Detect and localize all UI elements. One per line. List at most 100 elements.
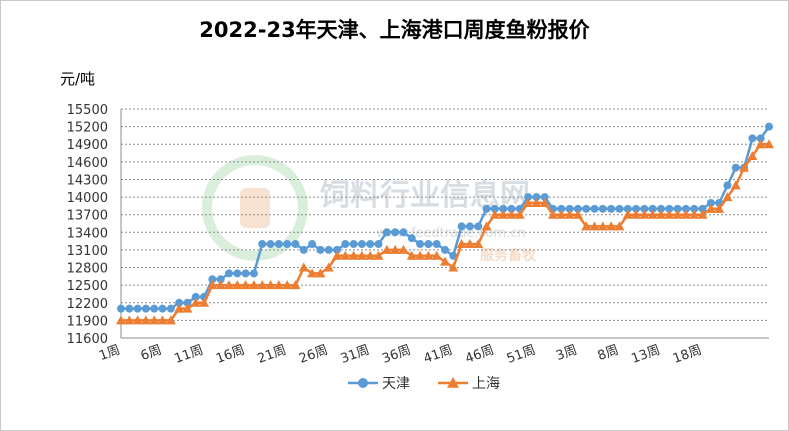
- x-tick-label: 18周: [671, 343, 704, 367]
- data-point: [532, 193, 541, 202]
- x-tick-label: 8周: [596, 343, 621, 364]
- data-point: [756, 134, 765, 143]
- data-point: [564, 209, 575, 219]
- y-tick-label: 12800: [67, 262, 108, 277]
- data-point: [572, 209, 583, 219]
- data-point: [690, 204, 699, 213]
- data-point: [698, 204, 707, 213]
- data-point: [323, 262, 334, 272]
- data-point: [274, 240, 283, 249]
- data-point: [232, 280, 243, 290]
- data-point: [597, 221, 608, 231]
- y-axis-label: 元/吨: [60, 70, 96, 88]
- data-point: [406, 250, 417, 260]
- data-point: [490, 204, 499, 213]
- series-layer: [116, 122, 774, 325]
- data-point: [441, 245, 449, 254]
- data-point: [374, 240, 383, 249]
- x-tick-label: 3周: [554, 343, 579, 364]
- data-point: [656, 209, 666, 219]
- data-point: [349, 240, 358, 249]
- data-point: [165, 315, 176, 325]
- data-point: [581, 221, 592, 231]
- data-point: [290, 280, 301, 290]
- y-tick-label: 13100: [67, 244, 108, 259]
- data-point: [464, 239, 475, 249]
- data-point: [348, 250, 359, 260]
- data-point: [589, 221, 600, 231]
- data-point: [207, 280, 218, 290]
- legend-label-天津: 天津: [382, 376, 410, 392]
- data-point: [332, 250, 342, 260]
- data-point: [258, 240, 267, 249]
- data-point: [157, 315, 168, 325]
- data-point: [573, 204, 582, 213]
- data-point: [531, 197, 542, 207]
- data-point: [457, 222, 466, 231]
- data-point: [523, 197, 534, 207]
- data-point: [316, 245, 325, 254]
- data-point: [482, 204, 491, 213]
- x-tick-label: 6周: [139, 343, 164, 364]
- data-point: [233, 269, 242, 278]
- data-point: [341, 240, 350, 249]
- data-point: [215, 280, 226, 290]
- data-point: [191, 292, 200, 301]
- chart-title: 2022-23年天津、上海港口周度鱼粉报价: [199, 18, 590, 42]
- watermark-logo-mark: [240, 188, 270, 228]
- data-point: [606, 221, 617, 231]
- data-point: [582, 204, 591, 213]
- data-point: [266, 240, 275, 249]
- data-point: [298, 262, 309, 272]
- data-point: [639, 209, 650, 219]
- data-point: [282, 280, 293, 290]
- data-point: [548, 209, 558, 219]
- watermark-logo-icon: [202, 155, 308, 261]
- watermark-line3: 服务畜牧: [480, 247, 537, 264]
- data-point: [140, 315, 151, 325]
- data-point: [423, 250, 434, 260]
- data-point: [755, 139, 766, 149]
- data-point: [149, 315, 160, 325]
- data-point: [697, 209, 708, 219]
- data-point: [373, 250, 384, 260]
- y-tick-label: 14600: [67, 156, 108, 171]
- data-point: [614, 221, 625, 231]
- data-point: [381, 244, 392, 254]
- data-point: [689, 209, 700, 219]
- data-point: [647, 209, 658, 219]
- x-tick-label: 11周: [173, 343, 206, 367]
- data-point: [440, 256, 450, 266]
- data-point: [390, 244, 401, 254]
- data-point: [240, 280, 251, 290]
- data-point: [730, 180, 741, 190]
- data-point: [158, 304, 167, 313]
- y-tick-label: 13700: [67, 209, 108, 224]
- x-tick-label: 46周: [463, 343, 496, 367]
- data-point: [673, 204, 682, 213]
- data-point: [356, 250, 367, 260]
- y-tick-label: 15500: [67, 103, 108, 118]
- data-point: [723, 181, 732, 190]
- legend-marker-天津: [358, 378, 368, 388]
- y-tick-label: 11900: [67, 314, 108, 329]
- y-tick-label: 15200: [67, 121, 108, 136]
- x-axis: 1周 6周 11周 16周 21周 26周 31周 36周 41周 46周 51周 3周 8周 13周 18…: [97, 343, 704, 367]
- data-point: [141, 304, 150, 313]
- data-point: [382, 228, 391, 237]
- data-point: [765, 122, 773, 131]
- data-point: [680, 209, 691, 219]
- y-tick-label: 13400: [67, 226, 108, 241]
- watermark: 饲料行业信息网 www.feedtrade.com.cn 服务畜牧: [202, 155, 537, 264]
- series-天津: [117, 122, 773, 313]
- data-point: [449, 251, 458, 260]
- data-point: [407, 234, 416, 243]
- x-tick-label: 36周: [380, 343, 413, 367]
- y-tick-label: 12200: [67, 297, 108, 312]
- data-point: [681, 204, 690, 213]
- data-point: [565, 204, 574, 213]
- x-tick-label: 41周: [422, 343, 455, 367]
- y-tick-label: 11600: [67, 332, 108, 347]
- data-point: [615, 204, 624, 213]
